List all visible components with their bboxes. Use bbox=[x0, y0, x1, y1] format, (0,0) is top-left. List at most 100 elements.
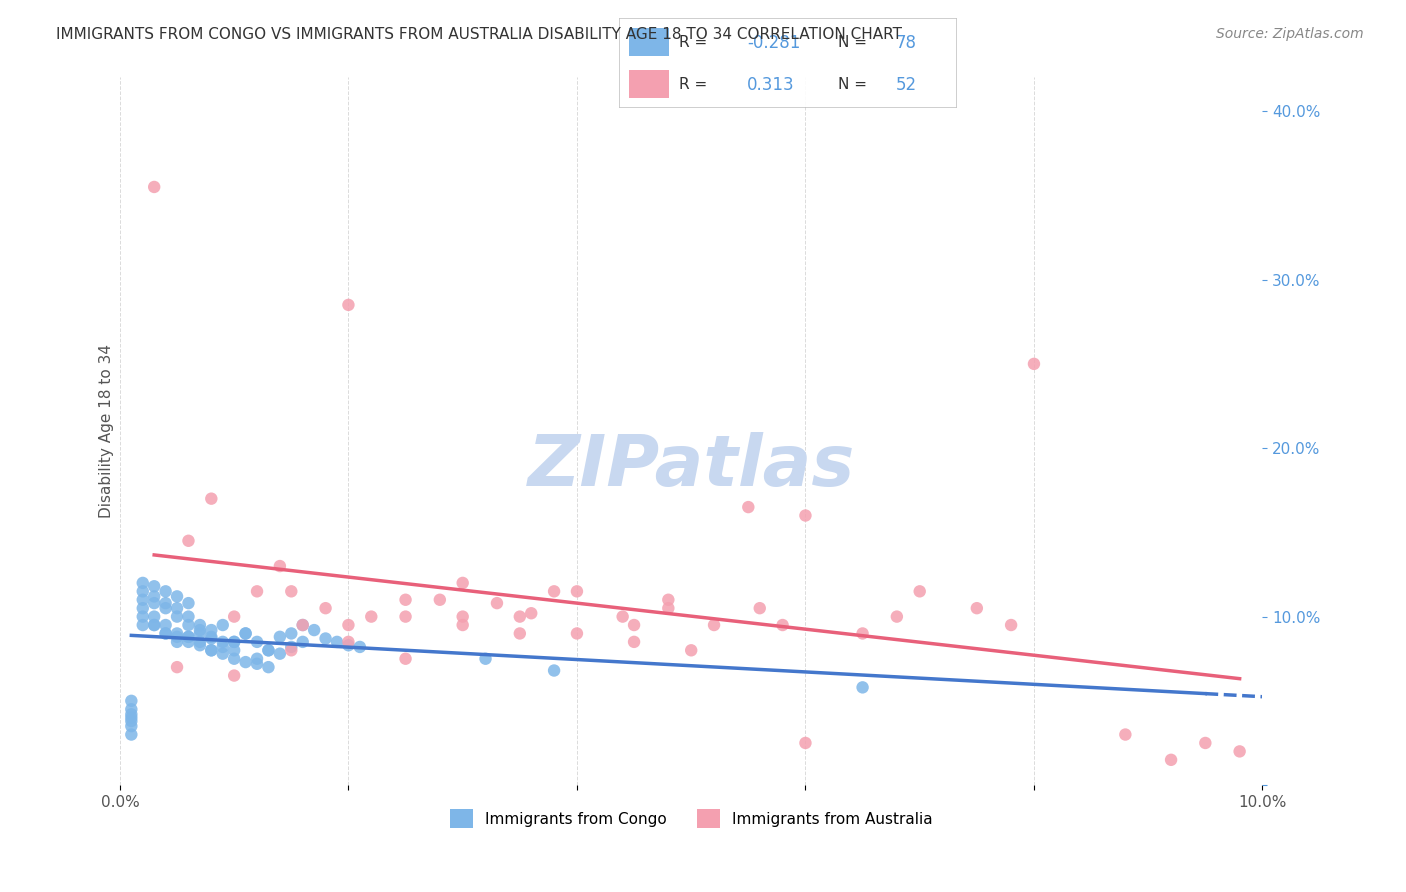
Point bbox=[565, 584, 588, 599]
Point bbox=[224, 643, 246, 657]
Point bbox=[257, 643, 280, 657]
Legend: Immigrants from Congo, Immigrants from Australia: Immigrants from Congo, Immigrants from A… bbox=[443, 803, 939, 834]
Point bbox=[246, 651, 269, 665]
Point bbox=[235, 626, 257, 640]
Point bbox=[451, 575, 474, 590]
Point bbox=[302, 623, 325, 637]
Point bbox=[1229, 744, 1251, 758]
Point bbox=[280, 643, 302, 657]
Point bbox=[337, 635, 360, 649]
Point bbox=[657, 592, 679, 607]
Point bbox=[509, 626, 531, 640]
Point bbox=[143, 180, 166, 194]
Point bbox=[474, 651, 496, 665]
Point bbox=[360, 609, 382, 624]
Point bbox=[166, 660, 188, 674]
Point bbox=[886, 609, 908, 624]
Text: N =: N = bbox=[838, 36, 872, 50]
Text: 78: 78 bbox=[896, 34, 917, 52]
Point bbox=[132, 609, 155, 624]
Point bbox=[851, 626, 873, 640]
Point bbox=[509, 609, 531, 624]
Point bbox=[1160, 753, 1182, 767]
Point bbox=[166, 601, 188, 615]
Point bbox=[337, 638, 360, 652]
Point bbox=[132, 592, 155, 607]
Point bbox=[155, 626, 177, 640]
Point bbox=[177, 533, 200, 548]
Point bbox=[143, 609, 166, 624]
Point bbox=[143, 590, 166, 604]
Point bbox=[132, 618, 155, 632]
Point bbox=[120, 727, 142, 741]
Point bbox=[269, 630, 291, 644]
Point bbox=[188, 618, 211, 632]
Point bbox=[429, 592, 451, 607]
Point bbox=[291, 635, 314, 649]
Point bbox=[246, 584, 269, 599]
Point bbox=[291, 618, 314, 632]
Point bbox=[120, 694, 142, 708]
Point bbox=[200, 623, 222, 637]
Y-axis label: Disability Age 18 to 34: Disability Age 18 to 34 bbox=[100, 344, 114, 518]
Point bbox=[132, 601, 155, 615]
Point bbox=[143, 618, 166, 632]
Point bbox=[280, 626, 302, 640]
Point bbox=[211, 635, 233, 649]
Point bbox=[543, 664, 565, 678]
Point bbox=[166, 590, 188, 604]
Point bbox=[166, 609, 188, 624]
Point bbox=[224, 609, 246, 624]
Point bbox=[1194, 736, 1216, 750]
Point bbox=[280, 584, 302, 599]
Point bbox=[224, 635, 246, 649]
Point bbox=[155, 626, 177, 640]
Point bbox=[315, 632, 337, 646]
Point bbox=[315, 601, 337, 615]
Point bbox=[543, 584, 565, 599]
Point bbox=[188, 638, 211, 652]
Point bbox=[394, 651, 416, 665]
Point bbox=[224, 651, 246, 665]
Point bbox=[143, 618, 166, 632]
Point bbox=[269, 559, 291, 574]
Point bbox=[177, 596, 200, 610]
Point bbox=[177, 618, 200, 632]
Point bbox=[1022, 357, 1045, 371]
Point bbox=[166, 635, 188, 649]
Text: 0.313: 0.313 bbox=[747, 76, 794, 94]
Point bbox=[120, 714, 142, 728]
Point bbox=[612, 609, 634, 624]
Point bbox=[200, 643, 222, 657]
Point bbox=[394, 609, 416, 624]
Point bbox=[657, 601, 679, 615]
Point bbox=[681, 643, 703, 657]
Point bbox=[188, 626, 211, 640]
Point bbox=[565, 626, 588, 640]
Point bbox=[748, 601, 770, 615]
Point bbox=[966, 601, 988, 615]
Point bbox=[772, 618, 794, 632]
Point bbox=[143, 596, 166, 610]
Point bbox=[703, 618, 725, 632]
Point bbox=[623, 635, 645, 649]
Point bbox=[224, 668, 246, 682]
Point bbox=[520, 606, 543, 620]
Point bbox=[200, 643, 222, 657]
Point bbox=[235, 626, 257, 640]
Point bbox=[120, 707, 142, 722]
Point bbox=[211, 647, 233, 661]
Point bbox=[155, 601, 177, 615]
Point bbox=[326, 635, 349, 649]
Point bbox=[188, 635, 211, 649]
FancyBboxPatch shape bbox=[628, 28, 669, 56]
Point bbox=[177, 630, 200, 644]
Point bbox=[132, 584, 155, 599]
Point bbox=[211, 640, 233, 654]
Point bbox=[120, 711, 142, 725]
Text: Source: ZipAtlas.com: Source: ZipAtlas.com bbox=[1216, 27, 1364, 41]
Text: ZIPatlas: ZIPatlas bbox=[527, 432, 855, 501]
Point bbox=[1114, 727, 1136, 741]
Point bbox=[451, 618, 474, 632]
Point bbox=[132, 575, 155, 590]
